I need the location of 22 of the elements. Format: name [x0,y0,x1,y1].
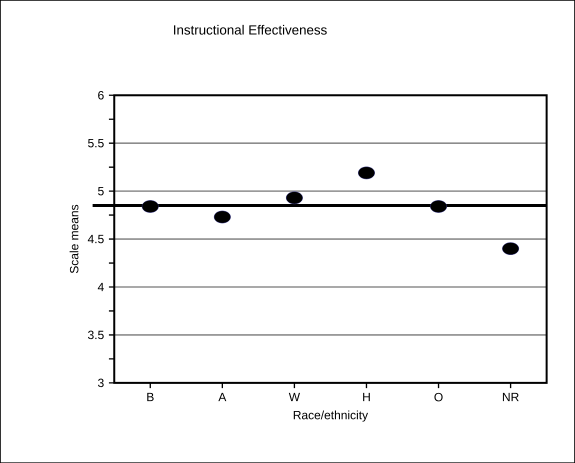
point [142,200,159,213]
y-tick-label: 4 [98,282,104,292]
x-tick-label: NR [502,392,519,402]
x-tick-label: A [218,392,226,402]
y-tick-label: 5.5 [88,138,104,148]
point [286,191,303,204]
x-tick-label: B [147,392,154,402]
x-axis-title: Race/ethnicity [294,410,368,422]
y-tick-label: 5 [98,186,104,196]
y-tick-label: 4.5 [88,234,104,244]
y-tick-label: 3.5 [88,330,104,340]
y-tick-label: 3 [98,378,104,388]
point [502,242,520,255]
y-axis-title: Scale means [70,204,78,274]
chart-title: Instructional Effectiveness [174,24,327,35]
point [358,166,375,180]
x-tick-label: H [363,392,370,402]
y-tick-label: 6 [98,90,104,100]
point [214,210,231,224]
point [430,200,448,213]
x-tick-label: O [434,392,443,402]
x-tick-label: W [288,392,300,402]
